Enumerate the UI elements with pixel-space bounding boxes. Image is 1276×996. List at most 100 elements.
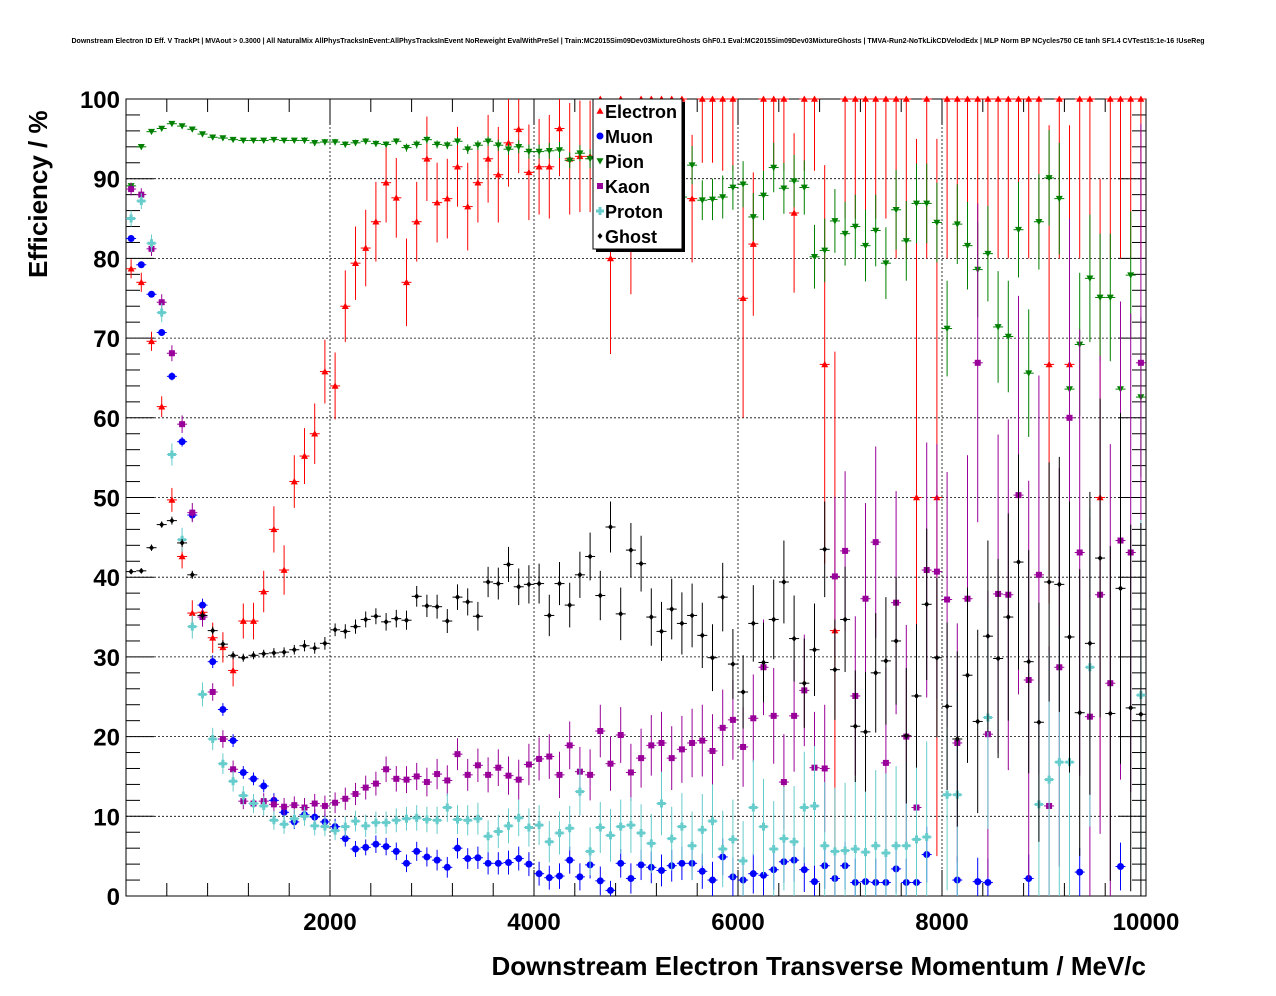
data-point [638,755,645,762]
data-point [484,138,492,145]
data-point [474,179,482,186]
y-tick-label: 100 [80,87,120,114]
data-point [606,831,615,840]
data-point [168,350,175,357]
data-point [863,728,868,735]
data-point [229,737,237,745]
data-point [413,847,421,855]
data-point [260,137,268,144]
data-point [689,612,695,619]
data-point [169,517,175,524]
data-point [260,782,268,790]
data-point [800,866,808,874]
data-point [626,821,635,830]
data-point [924,601,930,608]
data-point [525,168,533,176]
data-point [780,779,787,786]
data-point [525,860,533,868]
data-point [975,718,981,725]
data-point [270,136,278,144]
data-point [770,712,777,719]
data-point [443,195,451,202]
data-point [1045,175,1053,182]
data-point [648,614,654,621]
data-point [647,839,656,848]
data-point [576,150,584,157]
series-muon [126,234,1126,896]
data-point [893,637,899,644]
data-point [770,95,778,102]
data-point [607,254,614,262]
data-point [290,478,298,485]
data-point [871,841,880,850]
data-point [852,723,858,730]
data-point [546,612,552,619]
data-point [301,137,308,144]
y-tick-label: 60 [93,406,120,433]
data-point [1127,272,1135,279]
data-point [719,95,727,102]
data-point [168,496,176,503]
data-point [351,817,360,826]
data-point [903,732,909,739]
data-point [628,547,634,554]
data-point [648,742,655,749]
data-point [719,194,727,201]
data-point [1045,360,1053,368]
data-point [586,155,594,163]
data-point [280,820,289,829]
data-point [535,148,543,156]
data-point [218,759,227,768]
data-point [465,598,471,605]
data-point [882,95,890,102]
data-point [934,654,940,661]
x-axis-label: Downstream Electron Transverse Momentum … [491,951,1146,981]
y-tick-label: 0 [107,884,120,911]
data-point [1076,549,1083,556]
data-point [567,602,573,609]
series-ghost [126,398,1146,896]
data-point [749,214,757,221]
data-point [688,162,696,169]
legend-marker-ghost [597,233,603,239]
data-point [524,823,533,832]
data-point [1004,333,1012,341]
data-point [352,140,359,147]
data-point [790,209,798,216]
data-point [250,775,257,783]
data-point [423,779,430,786]
data-point [403,278,410,286]
legend-entry-electron: Electron [605,102,677,122]
data-point [505,146,512,153]
data-point [1117,863,1124,871]
data-point [148,128,155,136]
data-point [321,368,329,375]
data-point [1067,633,1072,640]
data-point [402,814,411,823]
chart-title: Downstream Electron ID Eff. V TrackPt | … [71,38,1204,45]
data-point [302,642,307,649]
data-point [679,620,685,627]
data-point [158,125,166,132]
data-point [607,886,614,894]
data-point [332,626,338,633]
data-point [189,509,196,516]
data-point [689,739,696,746]
data-point [851,223,859,231]
data-point [810,801,819,810]
data-point [393,615,399,622]
data-point [1026,658,1032,665]
data-point [414,593,420,600]
data-point [474,142,482,149]
data-point [1004,95,1012,102]
data-point [158,329,166,337]
data-point [1086,275,1094,282]
data-point [861,848,870,857]
data-point [832,666,838,673]
data-point [1046,578,1052,585]
data-point [699,632,705,639]
data-point [698,95,706,102]
data-point [638,560,644,567]
data-point [362,784,369,791]
